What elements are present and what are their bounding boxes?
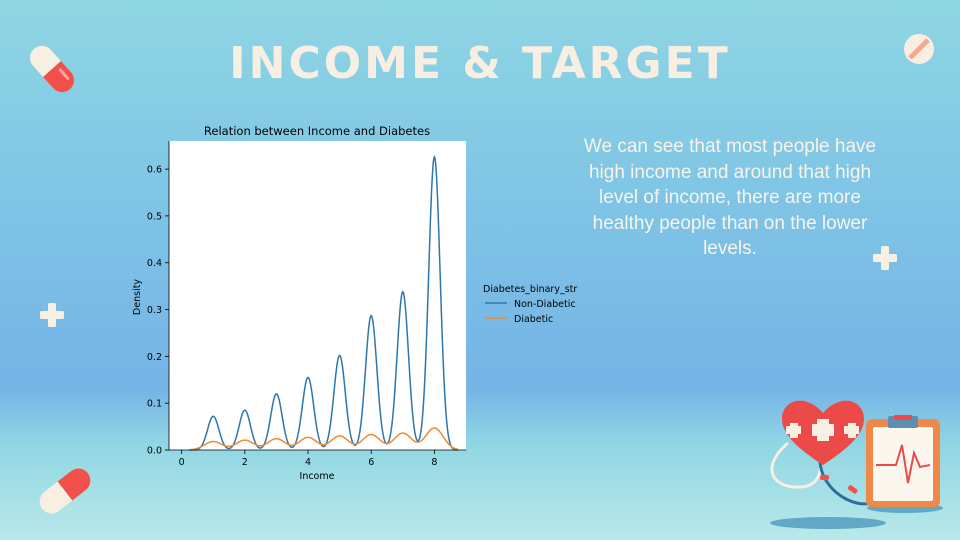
x-tick-label: 8 — [431, 457, 437, 468]
x-axis-label: Income — [300, 471, 335, 482]
legend-title: Diabetes_binary_str — [483, 284, 577, 295]
y-tick-label: 0.2 — [147, 352, 162, 363]
chart: Relation between Income and Diabetes 0 2 4… — [130, 122, 590, 484]
x-tick-label: 2 — [242, 457, 248, 468]
plot-area — [169, 141, 466, 450]
y-tick-label: 0.1 — [147, 399, 162, 410]
y-tick-label: 0.3 — [147, 305, 162, 316]
y-tick-label: 0.4 — [147, 258, 162, 269]
y-axis-label: Density — [132, 279, 143, 315]
legend-label-non-diabetic: Non-Diabetic — [514, 299, 576, 310]
x-tick-label: 6 — [368, 457, 374, 468]
medical-illustration — [770, 400, 943, 529]
x-ticks: 0 2 4 6 8 — [179, 450, 437, 468]
plus-icon — [873, 246, 897, 270]
x-tick-label: 0 — [179, 457, 185, 468]
slide-title: INCOME & TARGET — [229, 38, 731, 89]
heart-icon — [782, 400, 864, 465]
chart-title: Relation between Income and Diabetes — [204, 124, 430, 138]
y-tick-label: 0.6 — [147, 165, 162, 176]
pill-icon — [39, 468, 91, 514]
chart-svg: Relation between Income and Diabetes 0 2 4… — [132, 124, 577, 482]
clipboard-icon — [866, 415, 940, 507]
x-tick-label: 4 — [305, 457, 311, 468]
plot-lines — [189, 155, 459, 451]
y-tick-label: 0.5 — [147, 211, 162, 222]
round-pill-icon — [904, 34, 934, 64]
series-line-diabetic — [189, 427, 459, 451]
y-tick-label: 0.0 — [147, 446, 162, 457]
legend: Diabetes_binary_str Non-Diabetic Diabeti… — [483, 284, 577, 325]
series-line-non-diabetic — [189, 155, 459, 451]
legend-label-diabetic: Diabetic — [514, 314, 553, 325]
pill-icon — [29, 45, 75, 93]
plus-icon — [40, 303, 64, 327]
body-text: We can see that most people have high in… — [583, 136, 877, 259]
y-ticks: 0.0 0.1 0.2 0.3 0.4 0.5 0.6 — [147, 165, 169, 457]
